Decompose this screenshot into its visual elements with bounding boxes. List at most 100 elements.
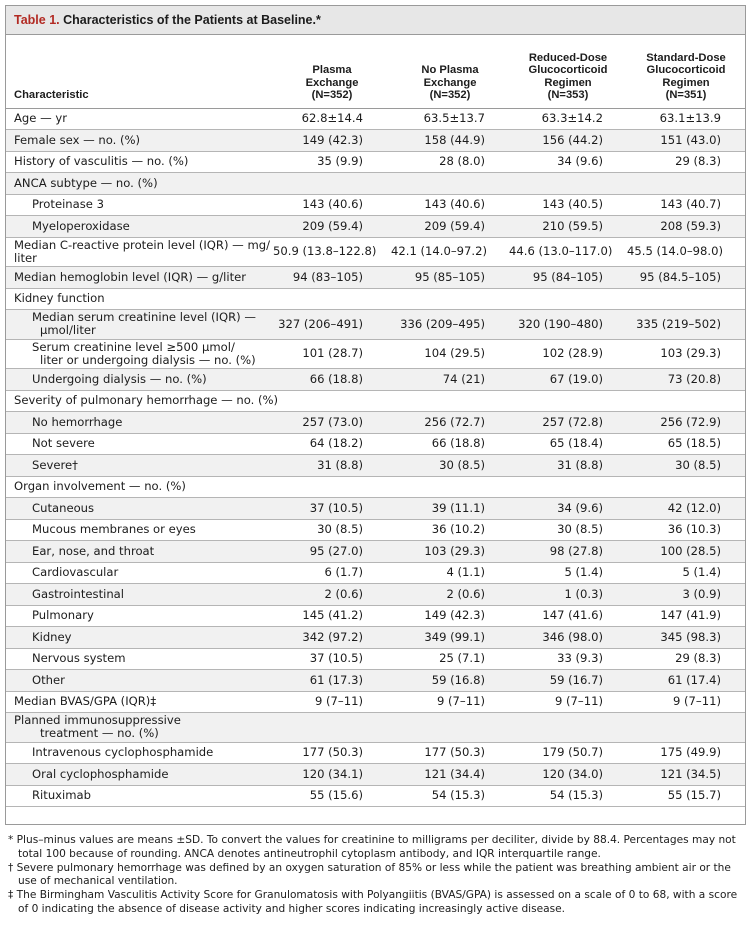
row-label: Age — yr <box>6 108 273 130</box>
table-title: Characteristics of the Patients at Basel… <box>63 13 321 27</box>
header-reduced-dose: Reduced-Dose Glucocorticoid Regimen (N=3… <box>509 35 627 109</box>
cell-value: 63.5±13.7 <box>423 111 485 126</box>
row-label: Rituximab <box>6 785 273 807</box>
cell-value: 33 (9.3) <box>557 651 603 666</box>
row-label-line: Median BVAS/GPA (IQR)‡ <box>14 694 157 709</box>
table-row: Serum creatinine level ≥500 μmol/liter o… <box>6 339 745 369</box>
table-row: Planned immunosuppressive treatment — no.… <box>6 712 745 743</box>
header-no-plasma-exchange: No Plasma Exchange (N=352) <box>391 35 509 109</box>
cell-value: 156 (44.2) <box>542 132 603 147</box>
table-row: Cardiovascular 6 (1.7) 4 (1.1) 5 (1.4) 5 (1.… <box>6 562 745 584</box>
cell-value <box>509 288 627 310</box>
table-row: Intravenous cyclophosphamide 177 (50.3) 17… <box>6 742 745 764</box>
cell-value <box>391 288 509 310</box>
header-line: (N=351) <box>665 89 707 101</box>
cell-value <box>627 390 745 412</box>
row-label: Severe† <box>6 455 273 477</box>
table-row: Oral cyclophosphamide 120 (34.1) 121 (34.4… <box>6 763 745 786</box>
table-row: Severe† 31 (8.8) 30 (8.5) 31 (8.8) 30 (8.5) <box>6 454 745 477</box>
cell-value <box>391 173 509 195</box>
cell-value: 62.8±14.4 <box>301 111 363 126</box>
cell-value: 2 (0.6) <box>446 586 485 601</box>
header-standard-dose: Standard-Dose Glucocorticoid Regimen (N=… <box>627 35 745 109</box>
cell-value: 31 (8.8) <box>557 457 603 472</box>
cell-value <box>391 713 509 743</box>
cell-value: 9 (7–11) <box>314 694 363 709</box>
table-row: Female sex — no. (%) 149 (42.3) 158 (44.9)… <box>6 129 745 151</box>
cell-value: 30 (8.5) <box>557 522 603 537</box>
header-line: (N=353) <box>547 89 589 101</box>
row-label-line: Myeloperoxidase <box>32 218 130 233</box>
row-label: ANCA subtype — no. (%) <box>6 173 273 195</box>
row-label: Mucous membranes or eyes <box>6 519 273 541</box>
table-row: History of vasculitis — no. (%) 35 (9.9) 2… <box>6 151 745 173</box>
cell-value: 73 (20.8) <box>667 371 721 386</box>
cell-value: 257 (73.0) <box>302 414 363 429</box>
cell-value: 66 (18.8) <box>431 436 485 451</box>
cell-value: 9 (7–11) <box>554 694 603 709</box>
table-row: Median BVAS/GPA (IQR)‡ 9 (7–11) 9 (7–11) 9 … <box>6 691 745 713</box>
row-label: Severity of pulmonary hemorrhage — no. (… <box>6 390 278 412</box>
cell-value: 327 (206–491) <box>278 316 363 331</box>
header-line: No Plasma <box>421 64 479 76</box>
row-label-line: Serum creatinine level ≥500 μmol/ <box>32 339 235 354</box>
row-label-line: liter or undergoing dialysis — no. (%) <box>40 352 256 367</box>
table-row: No hemorrhage 257 (73.0) 256 (72.7) 257 (72… <box>6 411 745 433</box>
row-label-line: Nervous system <box>32 651 126 666</box>
cell-value <box>509 390 627 412</box>
row-label-line: No hemorrhage <box>32 414 123 429</box>
header-line: Standard-Dose <box>646 51 726 64</box>
cell-value: 209 (59.4) <box>424 218 485 233</box>
cell-value: 50.9 (13.8–122.8) <box>273 244 377 259</box>
cell-value: 54 (15.3) <box>549 788 603 803</box>
row-label-line: Age — yr <box>14 111 68 126</box>
cell-value: 121 (34.4) <box>424 766 485 781</box>
cell-value <box>627 173 745 195</box>
table-row: Kidney 342 (97.2) 349 (99.1) 346 (98.0) 345 … <box>6 626 745 648</box>
cell-value: 67 (19.0) <box>549 371 603 386</box>
cell-value: 54 (15.3) <box>431 788 485 803</box>
row-label: Oral cyclophosphamide <box>6 764 273 786</box>
cell-value: 55 (15.6) <box>309 788 363 803</box>
row-label: Organ involvement — no. (%) <box>6 476 273 498</box>
table-row: Kidney function <box>6 288 745 310</box>
row-label-line: Undergoing dialysis — no. (%) <box>32 371 207 386</box>
cell-value: 1 (0.3) <box>564 586 603 601</box>
table-row: Myeloperoxidase 209 (59.4) 209 (59.4) 210 (… <box>6 215 745 237</box>
cell-value: 95 (84–105) <box>532 269 603 284</box>
cell-value: 35 (9.9) <box>317 154 363 169</box>
cell-value: 257 (72.8) <box>542 414 603 429</box>
cell-value <box>627 713 745 743</box>
cell-value: 145 (41.2) <box>302 608 363 623</box>
row-label: Nervous system <box>6 648 273 670</box>
table-row: Median serum creatinine level (IQR) — μmo… <box>6 309 745 339</box>
row-label-line: Cardiovascular <box>32 565 119 580</box>
row-label: History of vasculitis — no. (%) <box>6 151 273 173</box>
cell-value: 42.1 (14.0–97.2) <box>391 244 487 259</box>
cell-value <box>509 173 627 195</box>
row-label: Cutaneous <box>6 498 273 520</box>
table-row: Severity of pulmonary hemorrhage — no. (… <box>6 390 745 412</box>
cell-value: 63.3±14.2 <box>541 111 603 126</box>
cell-value: 66 (18.8) <box>309 371 363 386</box>
footnote: * Plus–minus values are means ±SD. To co… <box>8 834 736 860</box>
cell-value: 208 (59.3) <box>660 218 721 233</box>
cell-value <box>509 476 627 498</box>
cell-value: 143 (40.5) <box>542 197 603 212</box>
cell-value: 42 (12.0) <box>667 500 721 515</box>
footnote: † Severe pulmonary hemorrhage was define… <box>8 861 731 888</box>
row-label-line: Intravenous cyclophosphamide <box>32 745 214 760</box>
cell-value <box>273 288 391 310</box>
table-row: Pulmonary 145 (41.2) 149 (42.3) 147 (41.6) 1… <box>6 605 745 627</box>
cell-value: 31 (8.8) <box>317 457 363 472</box>
header-line: (N=352) <box>429 89 471 101</box>
cell-value: 177 (50.3) <box>302 745 363 760</box>
cell-value: 179 (50.7) <box>542 745 603 760</box>
row-label: Gastrointestinal <box>6 584 273 606</box>
row-label: Cardiovascular <box>6 562 273 584</box>
cell-value: 6 (1.7) <box>324 565 363 580</box>
table-row: Median hemoglobin level (IQR) — g/liter 9… <box>6 266 745 288</box>
cell-value: 2 (0.6) <box>324 586 363 601</box>
cell-value: 59 (16.7) <box>549 672 603 687</box>
cell-value: 346 (98.0) <box>542 629 603 644</box>
